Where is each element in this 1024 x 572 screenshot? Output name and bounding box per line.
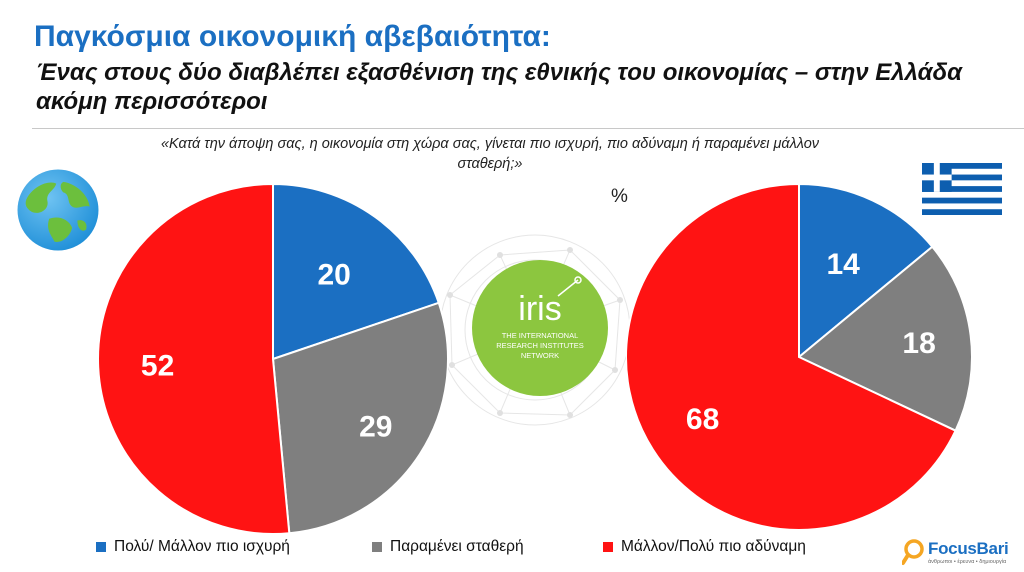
- legend-label-stable: Παραμένει σταθερή: [390, 538, 524, 555]
- pie-greece-slice-stronger: [798, 184, 934, 360]
- focusbari-logo: FocusBari άνθρωποι • έρευνα • δημιουργία: [902, 538, 1020, 568]
- page-title: Παγκόσμια οικονομική αβεβαιότητα:: [34, 20, 551, 53]
- greek-flag-icon: [922, 163, 1002, 215]
- pie-greece-label-stable: 18: [902, 327, 935, 360]
- pie-greece-slice-stable: [797, 245, 972, 432]
- pie-greece-slice-weaker: [626, 184, 957, 530]
- pie-greece-label-stronger: 14: [827, 248, 861, 281]
- legend-swatch-weaker: [603, 542, 613, 552]
- pie-global-slice-stronger: [272, 184, 441, 361]
- legend-item-stronger: Πολύ/ Μάλλον πιο ισχυρή: [96, 538, 290, 556]
- focusbari-tagline: άνθρωποι • έρευνα • δημιουργία: [928, 559, 1007, 565]
- pie-chart-global: 20 29 52: [98, 184, 448, 534]
- pie-global-label-weaker: 52: [141, 349, 174, 382]
- pie-greece-label-weaker: 68: [686, 403, 719, 436]
- iris-logo-line1: THE INTERNATIONAL: [502, 331, 579, 340]
- chart-legend: Πολύ/ Μάλλον πιο ισχυρή Παραμένει σταθερ…: [0, 534, 1024, 564]
- iris-logo-line2: RESEARCH INSTITUTES: [496, 341, 584, 350]
- iris-logo-line3: NETWORK: [521, 351, 559, 360]
- legend-label-stronger: Πολύ/ Μάλλον πιο ισχυρή: [114, 538, 290, 555]
- iris-logo: iris THE INTERNATIONAL RESEARCH INSTITUT…: [472, 260, 608, 396]
- percent-unit-label: %: [611, 186, 628, 207]
- iris-logo-name: iris: [518, 290, 561, 328]
- pie-global-slice-weaker: [98, 184, 291, 534]
- pie-global-label-stable: 29: [359, 411, 392, 444]
- legend-item-stable: Παραμένει σταθερή: [372, 538, 524, 556]
- legend-label-weaker: Μάλλον/Πολύ πιο αδύναμη: [621, 538, 806, 555]
- legend-item-weaker: Μάλλον/Πολύ πιο αδύναμη: [603, 538, 806, 556]
- pie-global-slice-stable: [271, 301, 448, 534]
- page-subtitle: Ένας στους δύο διαβλέπει εξασθένιση της …: [36, 59, 963, 115]
- legend-swatch-stronger: [96, 542, 106, 552]
- survey-question: «Κατά την άποψη σας, η οικονομία στη χώρ…: [160, 136, 820, 172]
- focusbari-name: FocusBari: [928, 539, 1009, 558]
- pie-chart-greece: 14 18 68: [626, 184, 972, 530]
- legend-swatch-stable: [372, 542, 382, 552]
- pie-global-label-stronger: 20: [318, 259, 351, 292]
- magnifier-icon: [902, 539, 924, 565]
- title-divider: [32, 128, 1024, 129]
- globe-icon: [17, 169, 99, 251]
